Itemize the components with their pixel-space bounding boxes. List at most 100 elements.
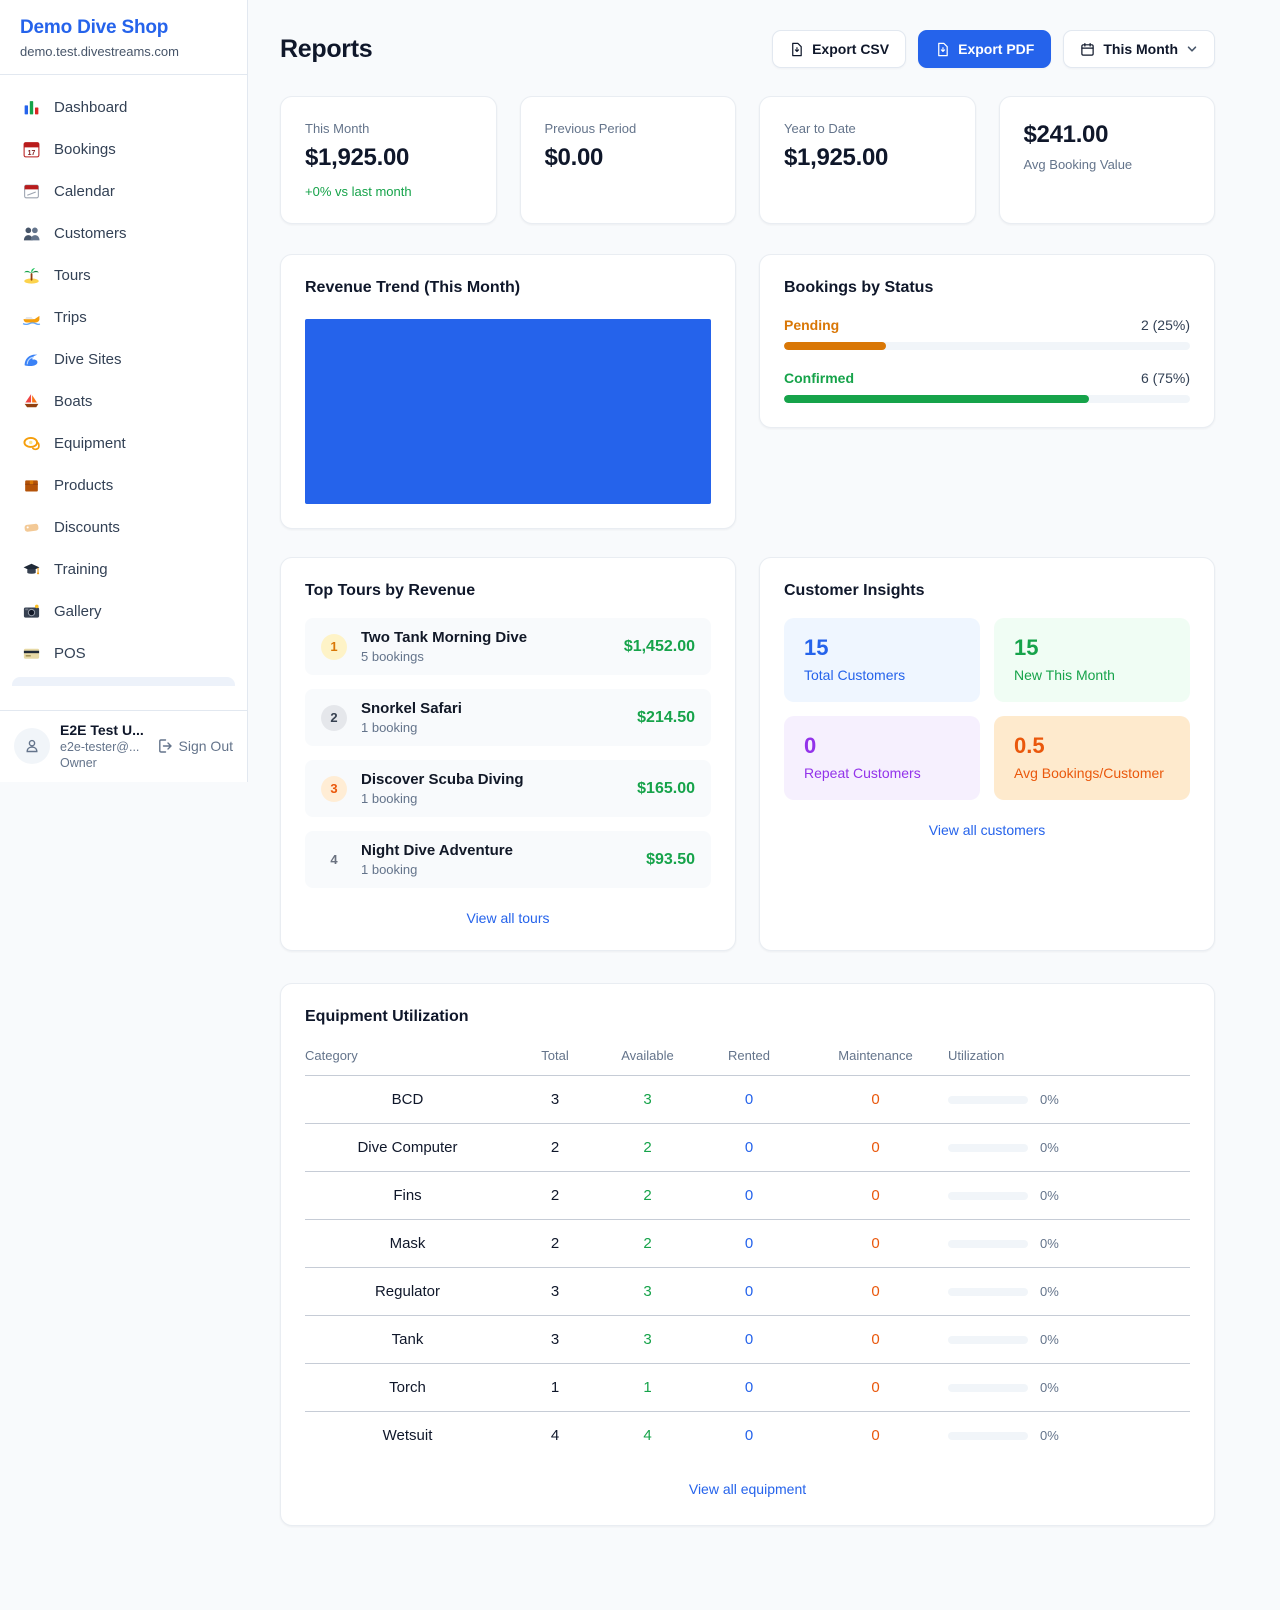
sidebar-item-label: Calendar [54,183,115,200]
page-title: Reports [280,34,373,63]
calendar-icon [1081,42,1095,56]
column-header-available: Available [600,1040,695,1076]
sidebar-item-tours[interactable]: Tours [12,257,235,294]
view-all-customers-link[interactable]: View all customers [928,822,1046,838]
sidebar: Demo Dive Shop demo.test.divestreams.com… [0,0,248,782]
sidebar-nav: Dashboard 17 Bookings Calendar Customers… [0,75,247,710]
cell-available: 2 [600,1123,695,1172]
view-all-tours-link[interactable]: View all tours [466,910,550,926]
stat-value: $0.00 [544,144,604,171]
sign-out-label: Sign Out [178,738,233,754]
sidebar-item-gallery[interactable]: Gallery [12,593,235,630]
brand-domain: demo.test.divestreams.com [20,44,179,59]
sidebar-item-label: Boats [54,393,93,410]
sidebar-item-equipment[interactable]: Equipment [12,425,235,462]
cell-rented: 0 [695,1315,803,1364]
brand-block[interactable]: Demo Dive Shop demo.test.divestreams.com [0,0,247,75]
export-csv-button[interactable]: Export CSV [772,30,907,68]
insight-avg-bookings: 0.5 Avg Bookings/Customer [994,716,1190,800]
sidebar-item-dashboard[interactable]: Dashboard [12,89,235,126]
equipment-utilization-title: Equipment Utilization [305,1008,469,1025]
sidebar-item-discounts[interactable]: Discounts [12,509,235,546]
period-select[interactable]: This Month [1063,30,1215,68]
utilization-bar [948,1239,1028,1248]
table-row: Wetsuit 4 4 0 0 0% [305,1412,1190,1460]
main-content: Reports Export CSV Export PDF This Month… [248,0,1280,1566]
status-row-pending: Pending 2 (25%) [784,317,1190,350]
column-header-rented: Rented [695,1040,803,1076]
sidebar-item-bookings[interactable]: 17 Bookings [12,131,235,168]
logout-icon [158,739,172,753]
cell-rented: 0 [695,1075,803,1124]
tour-name: Two Tank Morning Dive [361,629,528,646]
cell-rented: 0 [695,1363,803,1412]
view-all-equipment-link[interactable]: View all equipment [688,1481,807,1497]
tour-revenue: $1,452.00 [623,637,695,655]
user-email: e2e-tester@... [60,740,140,754]
cell-total: 4 [550,1427,560,1444]
sign-out-button[interactable]: Sign Out [157,738,233,754]
table-row: Fins 2 2 0 0 0% [305,1171,1190,1220]
tour-row: 4 Night Dive Adventure 1 booking $93.50 [305,831,711,888]
revenue-trend-title: Revenue Trend (This Month) [305,279,521,296]
utilization-percent: 0% [1040,1236,1059,1251]
column-header-maintenance: Maintenance [803,1040,948,1076]
cell-total: 2 [510,1219,600,1268]
sidebar-item-trips[interactable]: Trips [12,299,235,336]
tour-revenue: $93.50 [646,850,695,868]
stat-value: $1,925.00 [305,144,410,171]
desert-island-icon [24,268,39,284]
sidebar-item-training[interactable]: Training [12,551,235,588]
brand-name[interactable]: Demo Dive Shop [20,17,169,38]
cell-maintenance: 0 [803,1123,948,1172]
cell-maintenance: 0 [803,1363,948,1412]
sidebar-item-label: Gallery [54,603,102,620]
cell-rented: 0 [744,1427,754,1444]
sidebar-item-dive-sites[interactable]: Dive Sites [12,341,235,378]
sidebar-item-calendar[interactable]: Calendar [12,173,235,210]
cell-maintenance: 0 [803,1171,948,1220]
tag-icon [24,523,39,532]
cell-total: 2 [510,1123,600,1172]
insight-value: 0 [804,733,817,758]
utilization-percent: 0% [1040,1092,1059,1107]
export-csv-label: Export CSV [812,41,890,57]
export-pdf-button[interactable]: Export PDF [918,30,1052,68]
tour-name: Night Dive Adventure [361,842,513,859]
file-download-icon [792,42,802,56]
table-header-row: Category Total Available Rented Maintena… [305,1040,1190,1076]
utilization-percent: 0% [1040,1188,1059,1203]
speedboat-icon [22,315,41,326]
table-row: Tank 3 3 0 0 0% [305,1315,1190,1364]
sidebar-item-boats[interactable]: Boats [12,383,235,420]
sidebar-item-pos[interactable]: POS [12,635,235,672]
cell-total: 1 [510,1363,600,1412]
sidebar-item-label: POS [54,645,86,662]
sidebar-item-reports-partial[interactable] [12,677,235,686]
credit-card-icon [23,648,40,659]
sidebar-item-products[interactable]: Products [12,467,235,504]
cell-total: 3 [510,1267,600,1316]
cell-rented: 0 [695,1171,803,1220]
top-tours-card: Top Tours by Revenue 1 Two Tank Morning … [280,557,736,951]
stat-label: Year to Date [784,121,856,136]
equipment-utilization-card: Equipment Utilization Category Total Ava… [280,983,1215,1526]
cell-total: 3 [510,1315,600,1364]
sidebar-item-customers[interactable]: Customers [12,215,235,252]
status-count: 6 (75%) [1140,370,1190,386]
top-tours-title: Top Tours by Revenue [305,582,476,599]
tour-revenue: $214.50 [637,708,695,726]
status-bar-fill [784,395,1089,403]
tour-revenue: $165.00 [637,779,695,797]
status-bar-track [784,395,1190,403]
status-count: 2 (25%) [1140,317,1190,333]
status-bar-fill [784,342,886,350]
tear-off-calendar-icon [24,184,39,199]
file-download-icon [938,42,948,56]
cell-rented: 0 [695,1123,803,1172]
column-header-category: Category [305,1040,510,1076]
package-icon [25,480,38,492]
stat-cards-row: This Month $1,925.00 +0% vs last month P… [280,96,1215,224]
customer-insights-card: Customer Insights 15 Total Customers 15 … [759,557,1215,951]
cell-maintenance: 0 [803,1267,948,1316]
